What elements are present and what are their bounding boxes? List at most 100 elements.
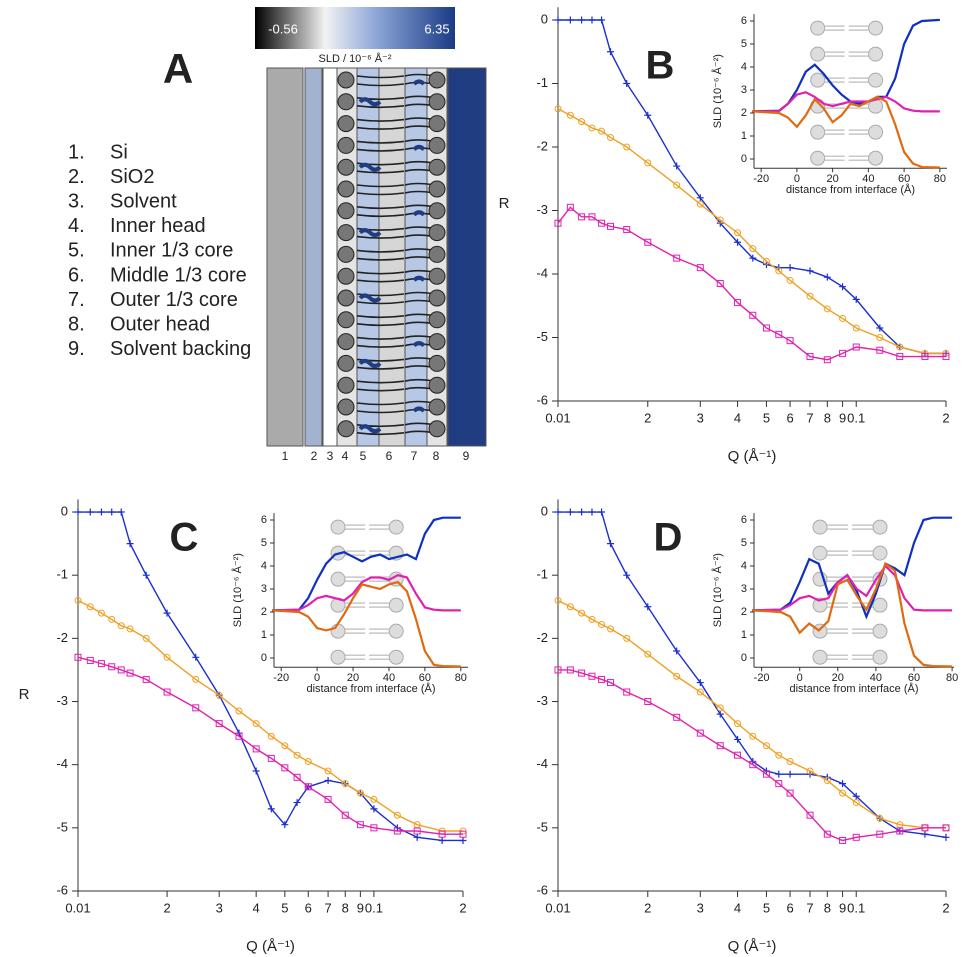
x-tick-label: 3 <box>697 900 704 915</box>
data-point <box>673 181 681 189</box>
y-tick-label: 5 <box>261 537 267 549</box>
data-point <box>413 833 421 841</box>
lipid-head <box>337 136 355 154</box>
y-tick-label: 3 <box>261 583 267 595</box>
inset-head <box>872 545 888 561</box>
list-number: 5. <box>68 240 85 262</box>
data-point <box>566 508 574 516</box>
x-tick-label: 2 <box>942 410 949 425</box>
x-axis-label: Q (Å⁻¹) <box>728 448 777 465</box>
x-tick-label: 40 <box>383 672 395 684</box>
data-point <box>324 767 332 775</box>
data-point <box>749 245 757 253</box>
data-point <box>163 688 171 696</box>
data-point <box>578 213 586 221</box>
panel-label: D <box>654 516 683 560</box>
data-point <box>623 226 631 234</box>
x-tick-label: 9 <box>839 410 846 425</box>
data-point <box>775 751 783 759</box>
data-point <box>293 773 301 781</box>
y-tick-label: -3 <box>536 202 548 217</box>
data-point <box>215 720 223 728</box>
data-point <box>74 596 82 604</box>
list-text: Middle 1/3 core <box>110 264 247 286</box>
lipid-head <box>337 333 355 351</box>
y-axis-label: SLD (10⁻⁶ Å⁻²) <box>711 54 724 128</box>
lipid-head <box>337 224 355 242</box>
data-point <box>673 713 681 721</box>
data-point <box>393 811 401 819</box>
inset-head <box>330 623 346 639</box>
data-point <box>852 324 860 332</box>
x-tick-label: 0.1 <box>847 410 865 425</box>
data-point <box>716 216 724 224</box>
y-tick-label: 4 <box>741 560 747 572</box>
inset-tail <box>827 628 873 634</box>
y-tick-label: 6 <box>741 15 747 27</box>
series-line <box>557 599 946 829</box>
inset-tail <box>827 654 873 660</box>
lipid-head <box>428 136 446 154</box>
data-point <box>839 283 847 291</box>
data-point <box>762 742 770 750</box>
inset-tail <box>345 654 390 660</box>
data-point <box>356 789 364 797</box>
data-point <box>578 669 586 677</box>
lipid-tail <box>356 424 405 428</box>
data-point <box>554 105 562 113</box>
layer-number: 4 <box>342 449 349 463</box>
data-point <box>86 656 94 664</box>
lipid-head <box>428 202 446 220</box>
data-point <box>566 16 574 24</box>
inset-head <box>810 150 826 166</box>
lipid-tail <box>356 301 405 305</box>
data-point <box>942 353 950 361</box>
data-point <box>623 688 631 696</box>
lipid-tail <box>356 148 405 152</box>
data-point <box>775 770 783 778</box>
data-point <box>876 830 884 838</box>
data-point <box>74 653 82 661</box>
x-tick-label: 6 <box>786 410 793 425</box>
x-tick-label: -20 <box>753 173 769 185</box>
data-point <box>852 343 860 351</box>
y-tick-label: 3 <box>741 84 747 96</box>
lipid-tail <box>356 344 405 348</box>
lipid-head <box>337 376 355 394</box>
x-tick-label: 7 <box>806 410 813 425</box>
lipid-tail <box>356 388 405 392</box>
data-point <box>786 789 794 797</box>
protein <box>358 162 382 172</box>
lipid-tail <box>356 323 405 327</box>
data-point <box>942 833 950 841</box>
data-point <box>117 666 125 674</box>
protein <box>358 228 382 238</box>
data-point <box>644 159 652 167</box>
data-point <box>117 508 125 516</box>
x-tick-label: 60 <box>908 672 920 684</box>
layer <box>322 67 338 447</box>
data-point <box>142 675 150 683</box>
inset-tail <box>824 155 869 161</box>
series-line <box>272 580 461 668</box>
y-axis-label: SLD (10⁻⁶ Å⁻²) <box>711 553 724 627</box>
x-tick-label: 2 <box>644 410 651 425</box>
list-text: Outer 1/3 core <box>110 289 238 311</box>
y-tick-label: -5 <box>536 329 548 344</box>
series-line <box>272 574 461 612</box>
lipid-head <box>428 224 446 242</box>
colorbar <box>255 7 455 49</box>
data-point <box>823 830 831 838</box>
data-point <box>823 305 831 313</box>
inset-tail <box>827 602 873 608</box>
series-line <box>752 561 953 668</box>
lipid-tail <box>356 227 405 231</box>
x-axis-label: Q (Å⁻¹) <box>246 938 295 955</box>
data-point <box>86 508 94 516</box>
data-point <box>267 754 275 762</box>
series-line <box>77 599 463 832</box>
lipid-head <box>337 71 355 89</box>
lipid-tail <box>356 235 405 239</box>
data-point <box>267 805 275 813</box>
inset-tail <box>824 77 869 83</box>
